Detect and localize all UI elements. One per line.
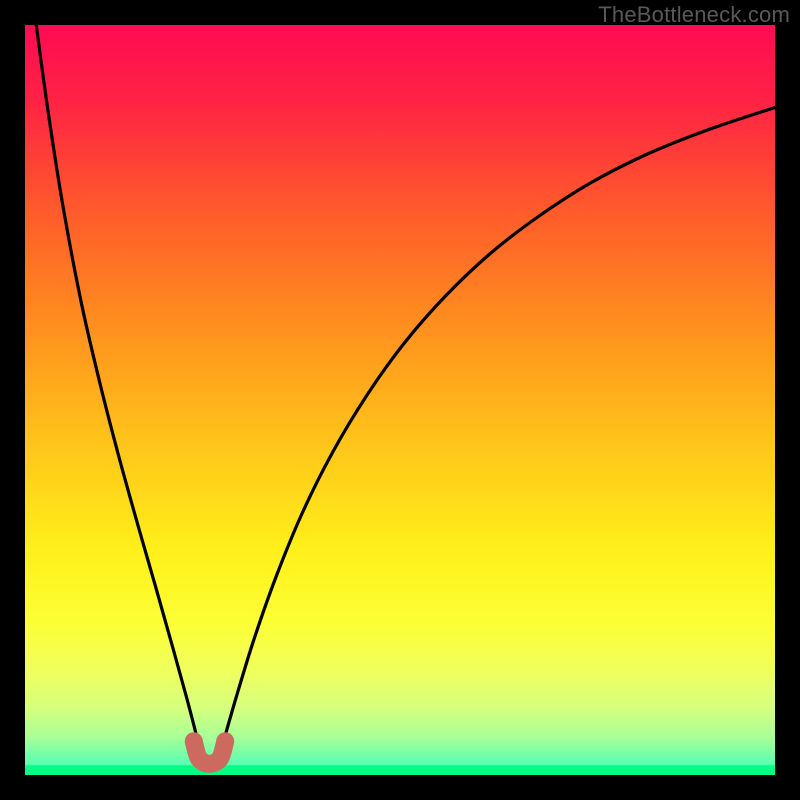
plot-area: [25, 25, 775, 775]
chart-container: TheBottleneck.com: [0, 0, 800, 800]
chart-svg: [25, 25, 775, 775]
gradient-background: [25, 25, 775, 775]
baseline-band: [25, 765, 775, 775]
watermark-text: TheBottleneck.com: [598, 2, 790, 28]
